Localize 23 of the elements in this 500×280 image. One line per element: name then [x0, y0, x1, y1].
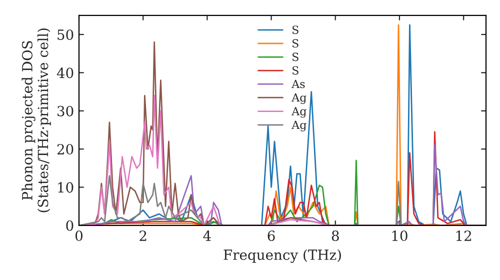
legend-label: As — [292, 80, 305, 88]
legend-label: Ag — [292, 93, 306, 104]
y-tick-label: 0 — [66, 220, 74, 231]
y-tick-label: 40 — [56, 68, 74, 78]
x-tick-label: 12 — [456, 230, 472, 241]
x-tick-label: 2 — [140, 230, 146, 241]
y-tick-label: 10 — [58, 182, 74, 193]
legend-label: Ag — [292, 120, 306, 132]
legend-label: S — [292, 39, 298, 48]
legend-label: S — [292, 26, 298, 34]
x-tick-label: 6 — [268, 230, 275, 242]
y-tick-label: 50 — [58, 29, 74, 40]
y-tick-label: 20 — [57, 144, 74, 155]
y-axis-title: Phonon projected DOS (States/THz·primitive cell) — [22, 28, 51, 212]
y-tick-label: 30 — [58, 106, 74, 116]
x-tick-label: 4 — [203, 230, 211, 241]
legend-label: S — [292, 52, 298, 62]
x-tick-label: 0 — [75, 230, 82, 242]
legend-label: S — [292, 66, 298, 75]
legend-label: Ag — [292, 107, 306, 118]
x-axis-title: Frequency (THz) — [224, 249, 341, 263]
x-tick-label: 10 — [392, 230, 408, 242]
x-tick-label: 8 — [332, 230, 339, 242]
